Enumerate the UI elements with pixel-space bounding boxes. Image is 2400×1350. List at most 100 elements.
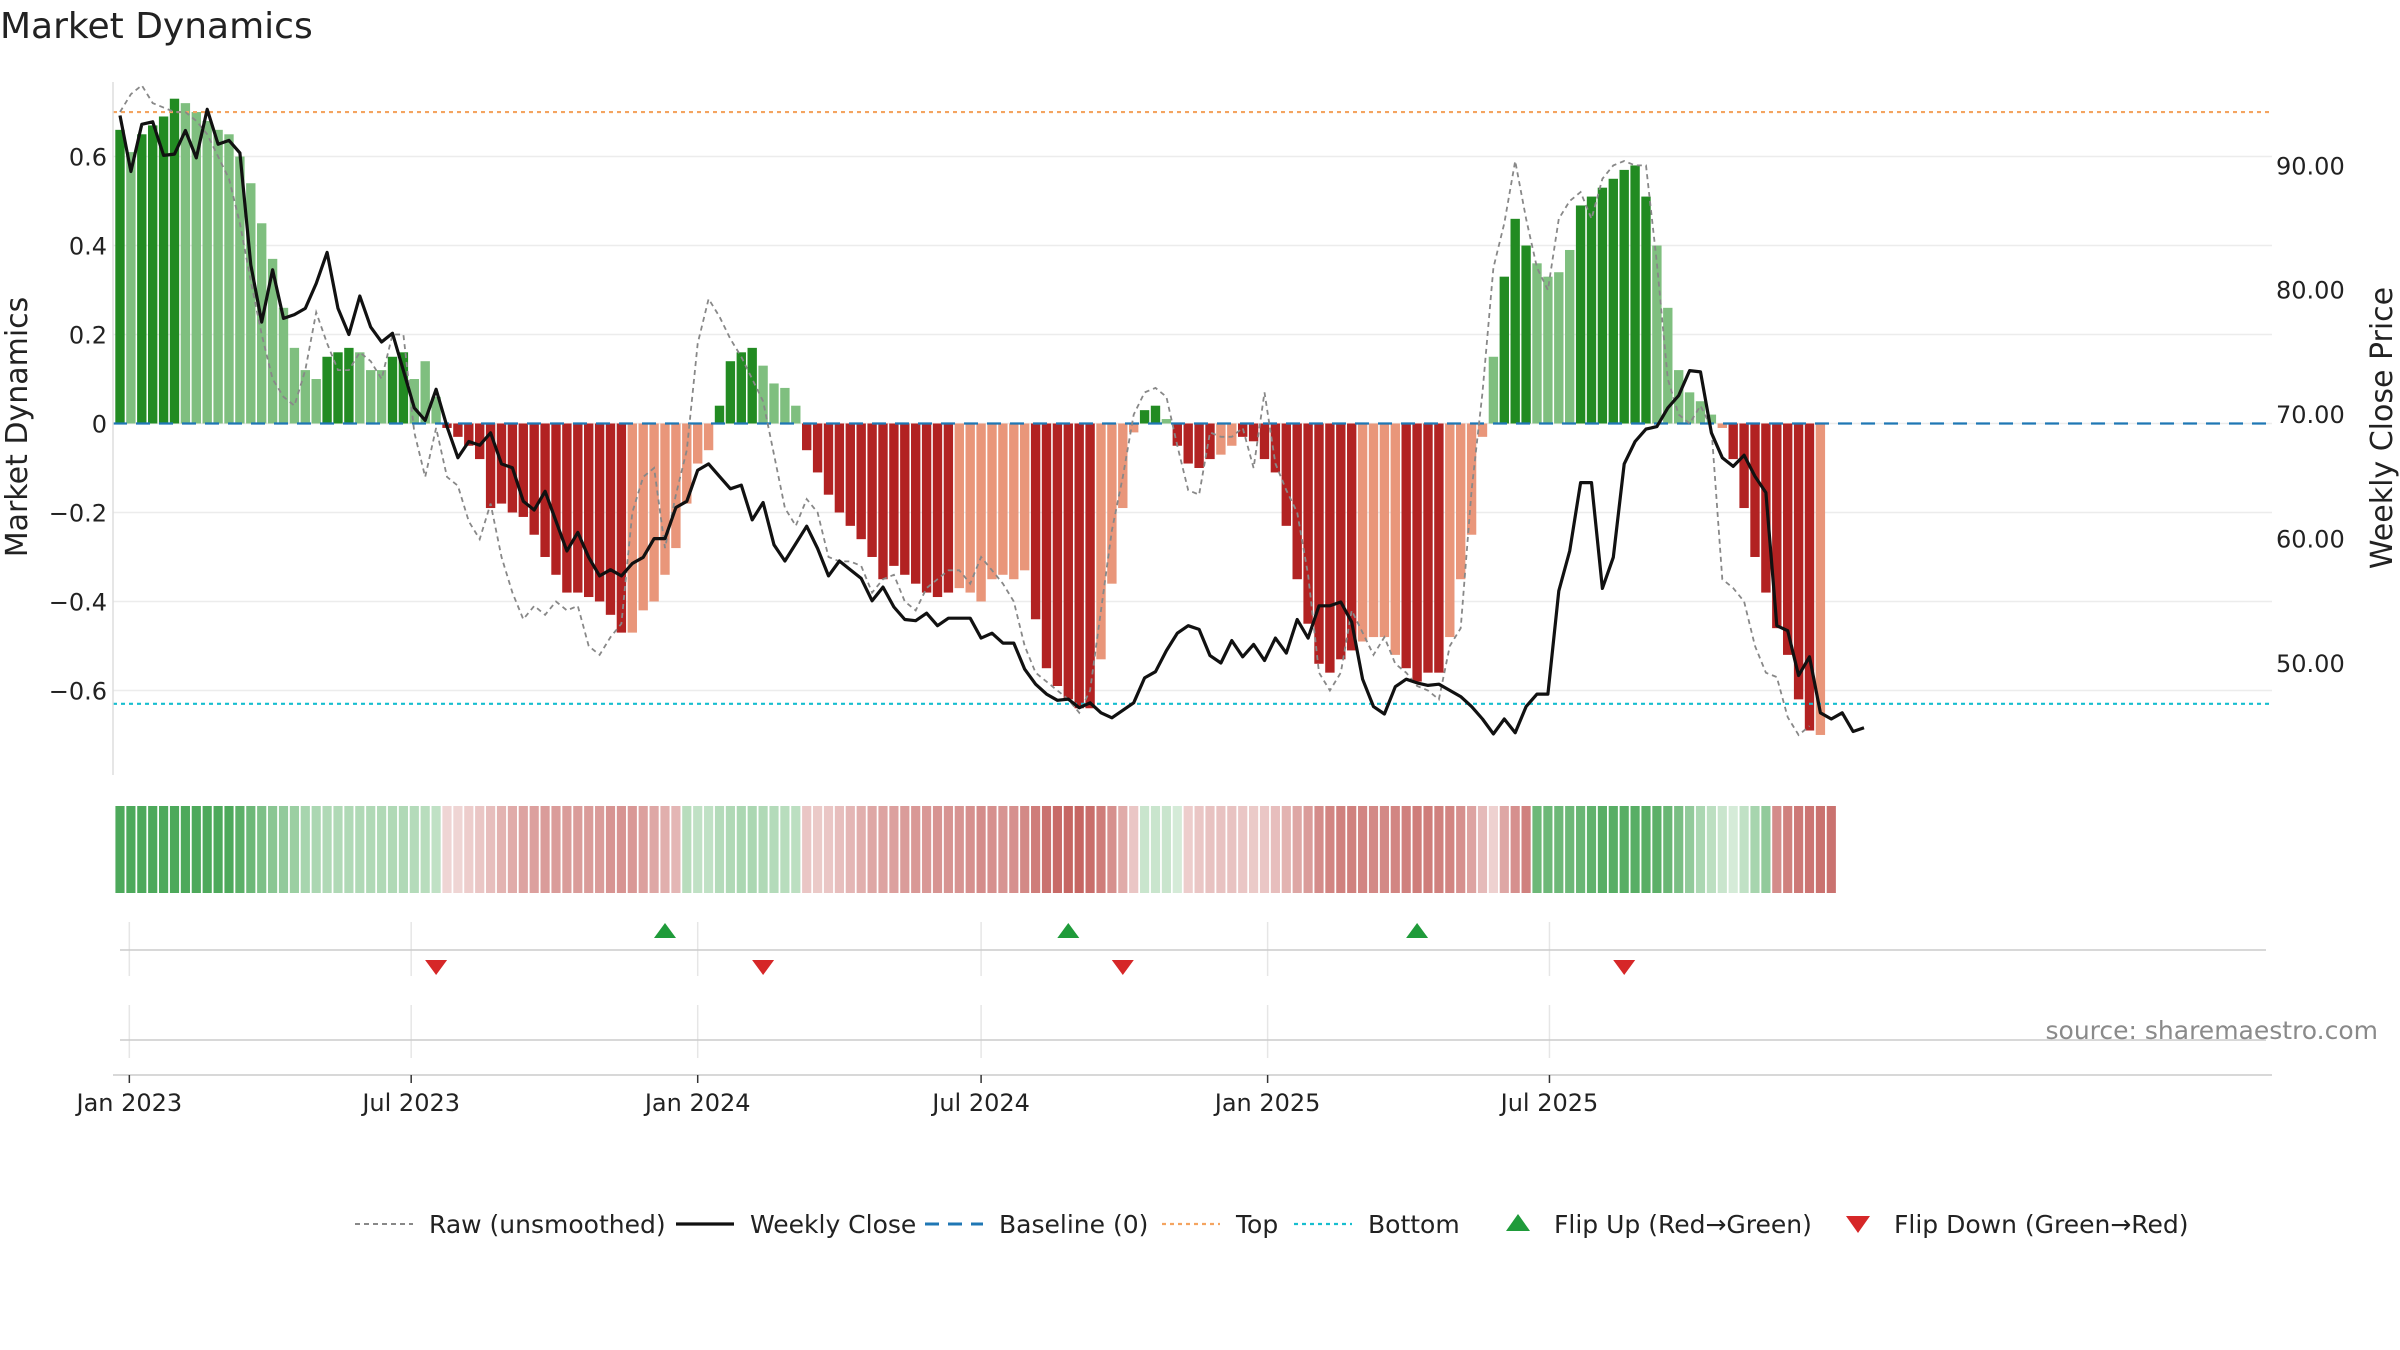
regime-strip-cell [289,806,299,893]
legend: Raw (unsmoothed) Weekly Close Baseline (0)… [355,1210,2189,1239]
regime-strip-cell [998,806,1008,893]
dynamics-bar [1477,423,1488,437]
regime-strip-cell [1216,806,1226,893]
regime-strip-cell [1674,806,1684,893]
regime-strip-cell [1140,806,1150,893]
dynamics-bar [943,423,954,593]
dynamics-bar [900,423,910,575]
regime-strip-cell [420,806,430,893]
x-tick-label: Jan 2023 [74,1089,182,1117]
dynamics-bar [1096,423,1106,660]
dynamics-bar [791,405,801,424]
regime-strip [115,806,1836,893]
regime-strip-cell [1107,806,1117,893]
regime-strip-cell [1826,806,1836,893]
regime-strip-cell [747,806,757,893]
regime-strip-cell [834,806,844,893]
dynamics-bar [769,383,779,424]
legend-item: Flip Up (Red→Green) [1506,1210,1812,1239]
dynamics-bar [823,423,834,495]
regime-strip-cell [366,806,376,893]
dynamics-bar [1772,423,1782,629]
dynamics-bar [627,423,637,633]
dynamics-bar [1390,423,1400,655]
y-left-tick-label: 0 [92,411,107,439]
dynamics-bar [1456,423,1466,580]
regime-strip-cell [1281,806,1291,893]
dynamics-bar [1804,423,1815,731]
dynamics-bar [1379,423,1390,638]
regime-strip-cell [180,806,190,893]
regime-strip-cell [878,806,888,893]
regime-strip-cell [1194,806,1204,893]
dynamics-bar [1543,276,1553,424]
reference-lines [113,110,2272,705]
dynamics-bar [1750,423,1760,557]
dynamics-bar [398,352,409,424]
legend-item: Flip Down (Green→Red) [1846,1210,2189,1239]
regime-strip-cell [475,806,485,893]
dynamics-bar [693,423,703,464]
dynamics-bar [1227,423,1237,446]
dynamics-bar [420,361,430,424]
regime-strip-cell [1597,806,1607,893]
dynamics-bar [289,347,300,424]
dynamics-bar [1161,419,1172,424]
dynamics-bar [529,423,539,535]
dynamics-bar [518,423,528,517]
regime-strip-cell [1706,806,1716,893]
dynamics-bar [387,356,398,424]
regime-strip-cell [714,806,725,893]
regime-strip-cell [1041,806,1052,893]
dynamics-bar [867,423,877,557]
x-tick-label: Jul 2025 [1499,1089,1599,1117]
gridlines [113,155,2272,1058]
regime-strip-cell [922,806,932,893]
regime-strip-cell [1456,806,1466,893]
regime-strip-cell [1052,806,1062,893]
dynamics-bar [1815,423,1826,735]
dynamics-bar [954,423,964,589]
legend-label: Baseline (0) [999,1210,1148,1239]
dynamics-bar [878,423,888,580]
dynamics-bar [366,370,376,424]
dynamics-bar [1401,423,1411,669]
regime-strip-cell [1292,806,1302,893]
regime-strip-cell [507,806,517,893]
dynamics-bar [573,423,583,593]
regime-strip-cell [867,806,877,893]
dynamics-bar [1052,423,1063,687]
dynamics-bar [965,423,975,593]
dynamics-bar [1281,423,1291,526]
regime-strip-cell [1619,806,1629,893]
dynamics-bar [235,156,245,424]
flip-down-marker [752,960,775,975]
regime-strip-cell [1096,806,1106,893]
dynamics-bar [834,423,845,513]
dynamics-bar [453,423,463,437]
dynamics-bar [736,352,746,424]
regime-strip-cell [224,806,234,893]
regime-strip-cell [1804,806,1815,893]
x-tick-label: Jul 2024 [930,1089,1030,1117]
dynamics-bar [845,423,855,526]
regime-strip-cell [1488,806,1498,893]
legend-item: Baseline (0) [925,1210,1148,1239]
regime-strip-cell [780,806,790,893]
dynamics-bar [758,365,768,424]
regime-strip-cell [464,806,474,893]
regime-strip-cell [1663,806,1673,893]
regime-strip-cell [1150,806,1161,893]
regime-strip-cell [1172,806,1182,893]
dynamics-bar [1107,423,1117,584]
dynamics-bar [1521,245,1531,424]
dynamics-bar [246,183,256,424]
dynamics-bar [987,423,997,580]
regime-strip-cell [900,806,910,893]
regime-strip-cell [442,806,452,893]
dynamics-bar [1499,276,1509,424]
regime-strip-cell [769,806,779,893]
regime-strip-cell [1586,806,1597,893]
dynamics-bar [1172,423,1182,446]
y-right-tick-label: 50.00 [2276,650,2345,678]
